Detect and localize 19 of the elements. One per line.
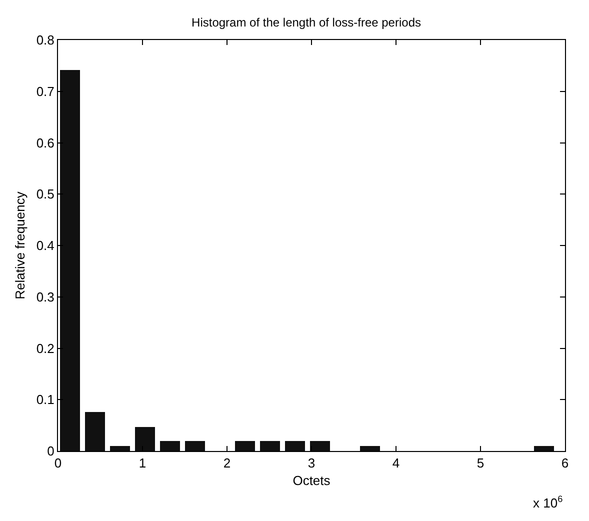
y-axis-title: Relative frequency xyxy=(12,191,28,300)
x-tick-label: 5 xyxy=(476,456,484,471)
y-tick-label: 0.8 xyxy=(36,32,54,48)
y-tick-label: 0.3 xyxy=(36,289,54,304)
chart-title: Histogram of the length of loss-free periods xyxy=(192,16,422,30)
y-tick-label: 0 xyxy=(47,444,54,459)
y-tick-label: 0.6 xyxy=(36,135,54,150)
y-tick-label: 0.7 xyxy=(36,84,54,99)
x-tick-label: 1 xyxy=(138,456,146,471)
y-tick-label: 0.1 xyxy=(36,392,54,408)
y-tick-label: 0.4 xyxy=(36,238,54,254)
x-tick-label: 3 xyxy=(308,456,316,471)
x-tick-label: 2 xyxy=(223,456,231,471)
x-tick-label: 4 xyxy=(392,456,400,471)
x-tick-label: 6 xyxy=(561,456,569,471)
y-tick-label: 0.5 xyxy=(36,186,54,202)
text: x 10$^{6}$ xyxy=(533,494,563,510)
y-tick-label: 0.2 xyxy=(36,340,54,356)
x-axis-title: Octets xyxy=(292,473,331,488)
